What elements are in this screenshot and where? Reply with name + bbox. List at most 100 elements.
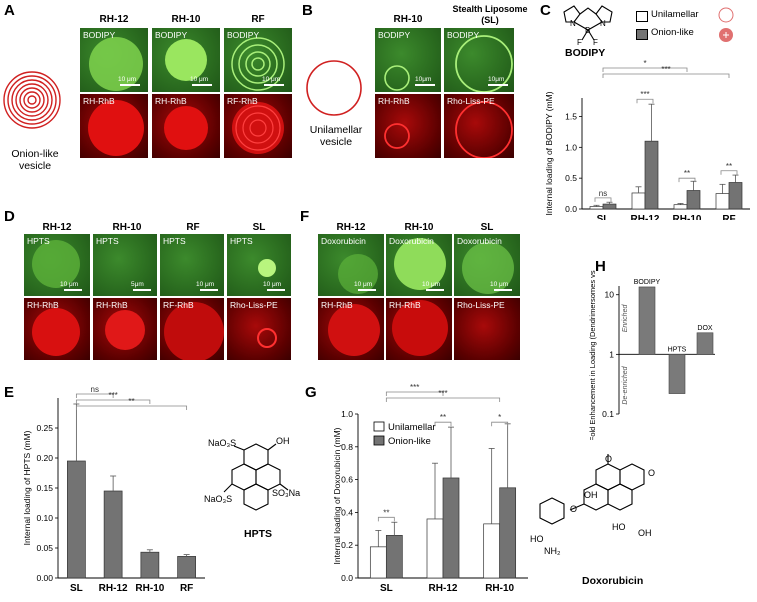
h-ytick-label: 1 [609,349,614,359]
G-ytick-label: 0.0 [341,573,353,583]
micrograph-f-green-1: Doxorubicin 10 μm [318,234,384,296]
E-ytick-label: 0.00 [36,573,53,583]
h-bar [668,354,686,394]
h-region-deenriched: De-enriched [622,365,629,404]
col-title-d-4: SL [252,222,266,233]
C-ytick-label: 1.0 [565,142,577,152]
C-bar [673,204,688,210]
panel-letter-f: F [300,208,310,225]
G-ytick-label: 0.8 [341,442,353,452]
col-title-d-3: RF [186,222,200,233]
g-sig-5-label: *** [438,389,447,398]
E-category-label: RF [180,583,193,594]
unilamellar-vesicle-label: Unilamellar vesicle [309,124,363,148]
svg-text:OH: OH [584,490,598,500]
svg-text:N: N [570,19,576,28]
g-sig-4-label: *** [410,384,419,392]
svg-text:OH: OH [276,436,290,446]
g-sig-2-bracket [434,421,452,427]
micrograph-d-green-3: HPTS 10 μm [160,234,224,296]
c-sig-4-label: ** [726,162,732,171]
panel-letter-b: B [302,2,313,19]
c-sig-3-label: ** [684,169,690,178]
G-ytick-label: 0.2 [341,540,353,550]
micrograph-b-green-1: BODIPY 10μm [375,28,441,92]
col-title-f-2: RH-10 [404,222,434,233]
c-sig-2-bracket [636,98,654,104]
h-ytick-label: 10 [605,290,615,300]
e-sig-2-bracket [75,399,151,404]
legend-swatch-unilamellar [636,11,648,22]
micrograph-f-green-2: Doxorubicin 10 μm [386,234,452,296]
E-category-label: SL [70,583,83,594]
svg-text:O: O [605,454,612,464]
G-ytick-label: 0.6 [341,475,353,485]
g-legend-swatch-onion [373,435,385,446]
C-bar [644,140,659,210]
hpts-structure-icon: NaO₃S OH NaO₃S SO₃Na [204,436,300,511]
g-legend-label-unilamellar: Unilamellar [388,422,436,433]
e-sig-3-bracket [75,405,188,410]
g-sig-1-bracket [377,516,395,522]
G-bar [499,487,517,579]
svg-text:F: F [593,38,598,46]
C-bar [728,182,743,210]
svg-text:O: O [570,504,577,514]
C-ytick-label: 0.5 [565,173,577,183]
unilamellar-vesicle-icon [306,60,362,116]
col-title-a-3: RF [251,14,265,25]
G-category-label: RH-12 [429,583,458,594]
svg-text:N: N [600,19,606,28]
micrograph-a-red-3: RF-RhB [224,94,292,158]
panel-letter-h: H [595,258,606,275]
h-ytick-label: 0.1 [602,409,614,419]
E-category-label: RH-12 [99,583,128,594]
C-category-label: RH-12 [631,214,660,220]
E-ytick-label: 0.15 [36,483,53,493]
micrograph-a-red-2: RH-RhB [152,94,220,158]
C-category-label: SL [597,214,610,220]
col-title-f-1: RH-12 [336,222,366,233]
micrograph-b-green-2: BODIPY 10μm [444,28,514,92]
col-title-d-1: RH-12 [42,222,72,233]
c-sig-6-bracket [602,73,730,78]
micrograph-a-green-1: BODIPY 10 μm [80,28,148,92]
C-bar [602,203,617,210]
micrograph-f-red-1: RH-RhB [318,298,384,360]
legend-label-onion: Onion-like [651,27,694,38]
micrograph-d-green-4: HPTS 10 μm [227,234,291,296]
svg-text:O: O [648,468,655,478]
chart-hpts-loading: 0.00 0.05 0.10 0.15 0.20 0.25 Internal loading… [22,385,205,594]
E-y-axis-label: Internal loading of HPTS (mM) [22,430,32,545]
C-bar [715,193,730,210]
g-sig-3-bracket [491,421,509,427]
C-y-axis-label: Internal loading of BODIPY (mM) [544,91,554,215]
g-legend-swatch-unilamellar [373,421,385,432]
G-y-axis-label: Internal loading of Doxorubicin (mM) [332,427,342,564]
bodipy-label: BODIPY [565,47,606,59]
g-sig-1-label: ** [383,508,389,517]
micrograph-d-red-1: RH-RhB [24,298,90,360]
chart-fold-enhancement: 10 1 0.1 Max Fold Enhancement in Loading (D… [588,270,715,440]
micrograph-d-green-1: HPTS 10 μm [24,234,90,296]
G-ytick-label: 0.4 [341,507,353,517]
C-bar [686,190,701,210]
col-title-d-2: RH-10 [112,222,142,233]
c-sig-3-bracket [678,177,696,183]
h-bar-label: BODIPY [634,279,661,286]
svg-text:NH₂: NH₂ [544,546,561,556]
micrograph-f-green-3: Doxorubicin 10 μm [454,234,520,296]
micrograph-a-green-3: BODIPY 10 μm [224,28,292,92]
svg-text:F: F [577,38,582,46]
col-title-a-1: RH-12 [99,14,129,25]
E-bar [103,490,123,579]
svg-text:HO: HO [612,522,626,532]
C-bar [631,192,646,210]
g-legend-label-onion: Onion-like [388,436,431,447]
col-title-f-3: SL [480,222,494,233]
e-sig-3-label: ** [128,397,134,406]
c-sig-1-bracket [594,197,612,202]
g-sig-4-bracket [385,391,444,396]
e-sig-1-bracket [75,393,114,398]
